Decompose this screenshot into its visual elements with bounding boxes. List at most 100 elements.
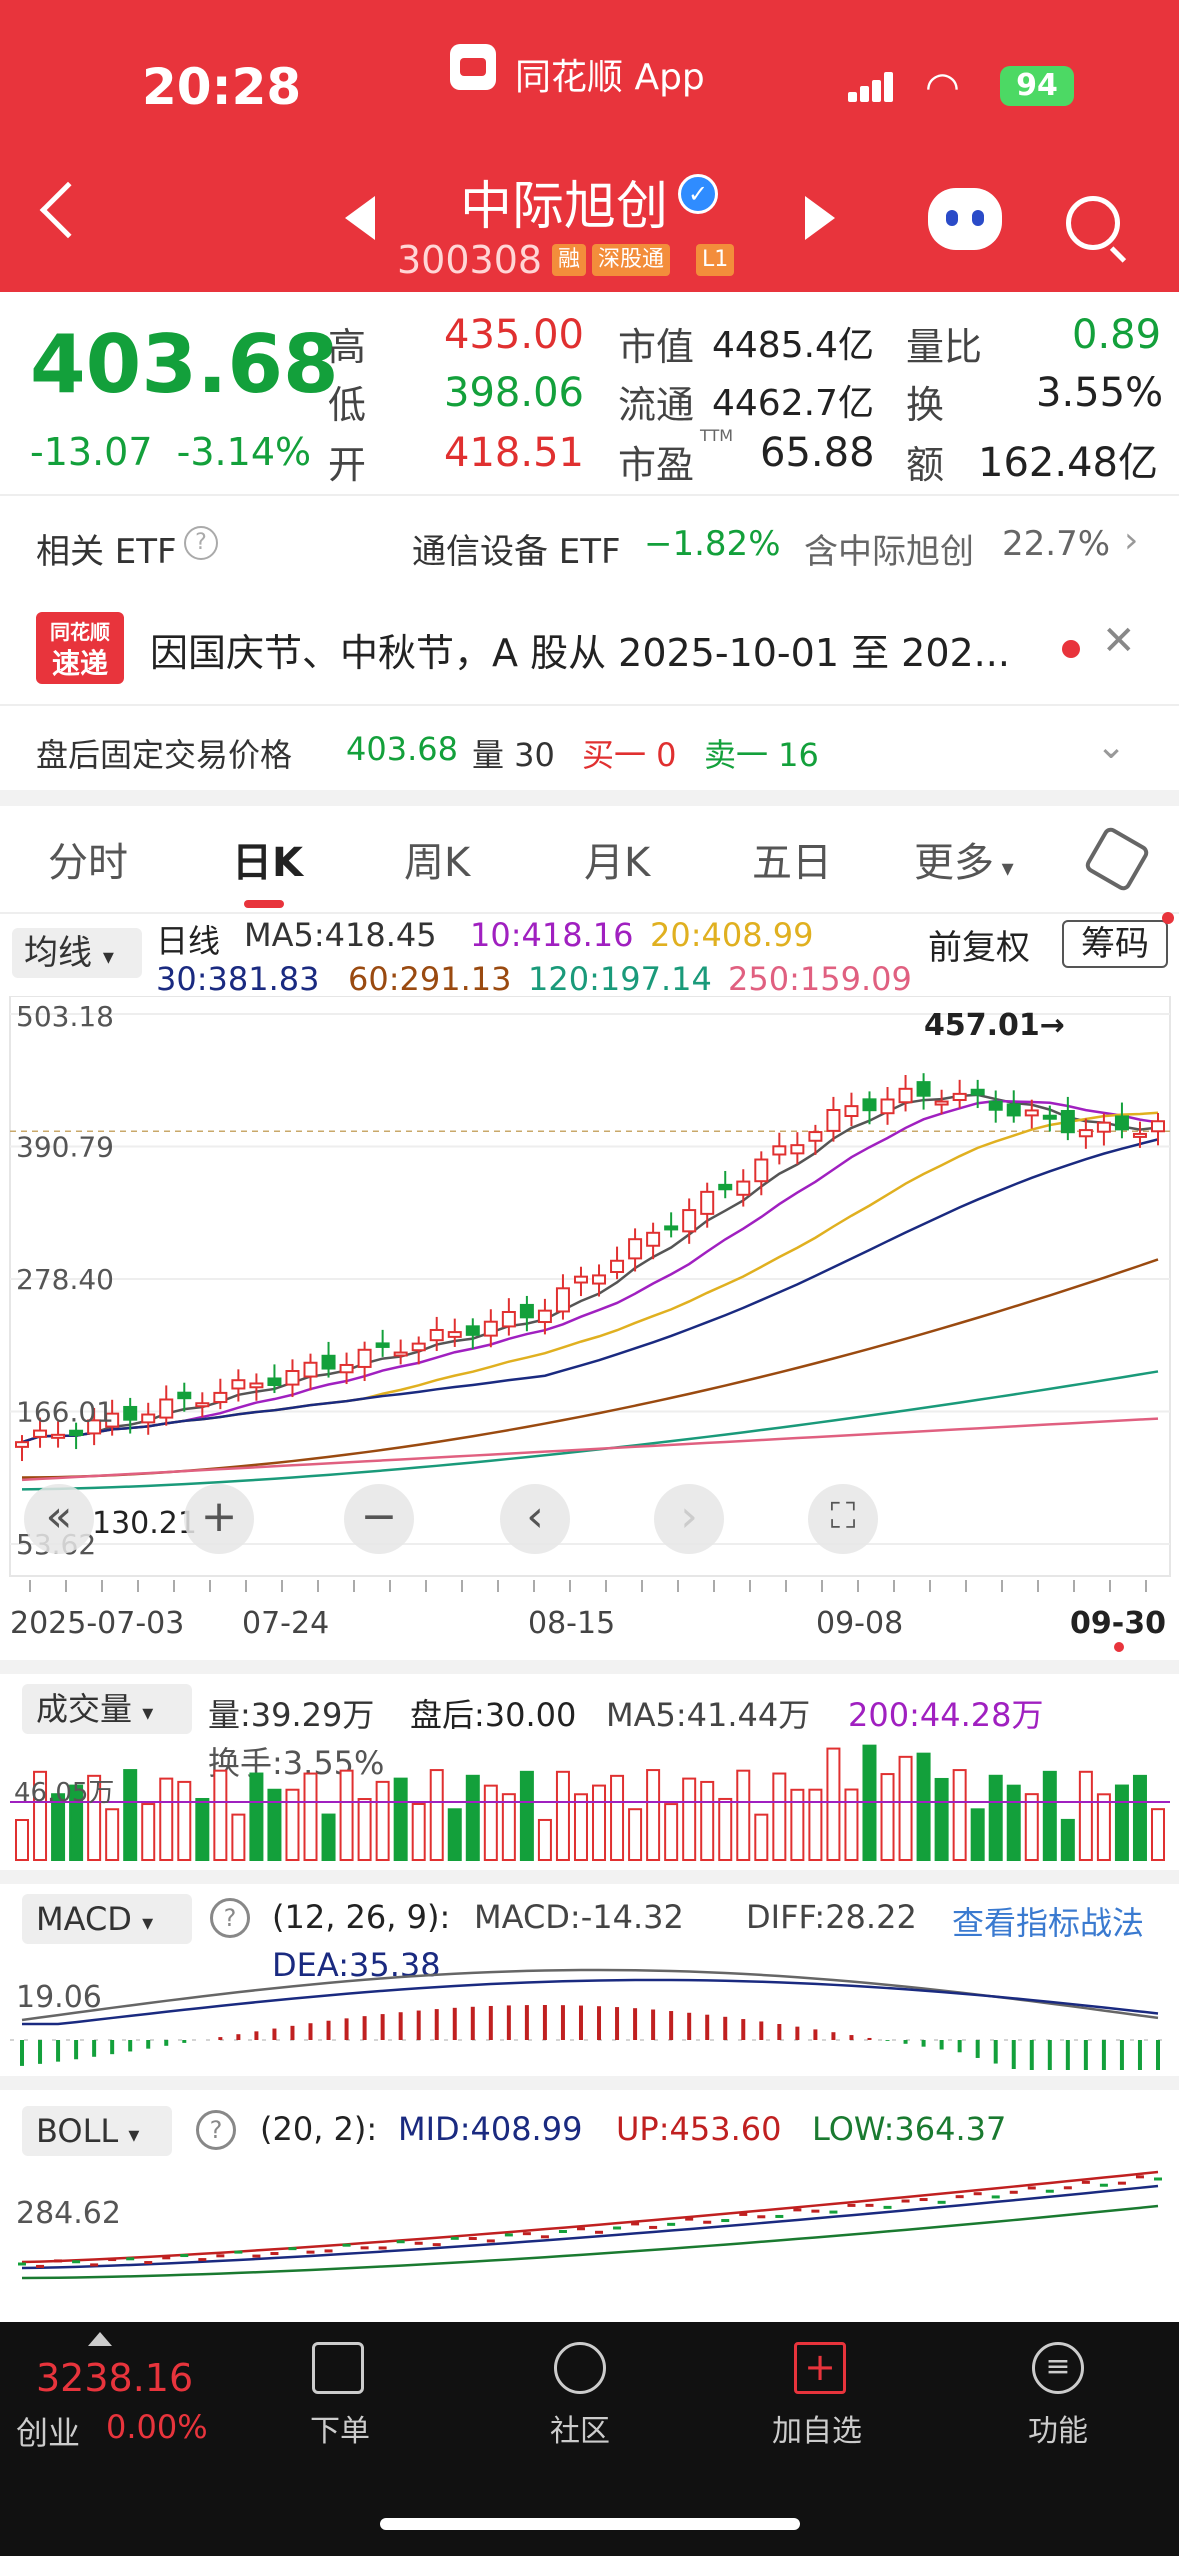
candle-body (519, 1303, 534, 1319)
volume-ma5: MA5:41.44万 (606, 1696, 811, 1734)
dea-line (22, 1978, 1159, 2026)
volume-bar (754, 1813, 769, 1862)
zoom-in-icon[interactable]: + (184, 1484, 254, 1554)
stock-code: 300308 (397, 238, 543, 282)
candle-body (1042, 1114, 1057, 1120)
zoom-out-icon[interactable]: − (344, 1484, 414, 1554)
fullscreen-icon[interactable]: ⛶ (808, 1484, 878, 1554)
help-icon[interactable]: ? (196, 2110, 236, 2150)
close-icon[interactable]: ✕ (1102, 618, 1136, 664)
x-tick-label: 07-24 (242, 1606, 330, 1641)
menu-label[interactable]: 功能 (1028, 2414, 1088, 2449)
volume-selector[interactable]: 成交量 ▾ (22, 1684, 192, 1734)
candle-body (231, 1379, 246, 1390)
candle-body (862, 1098, 877, 1112)
candle-body (934, 1100, 949, 1106)
macd-chart[interactable] (0, 1940, 1179, 2070)
candle-body (555, 1287, 570, 1313)
order-label[interactable]: 下单 (310, 2414, 370, 2449)
candle-body (483, 1320, 498, 1337)
ma-line (21, 1111, 1159, 1444)
expand-up-icon[interactable] (88, 2332, 112, 2346)
candle-body (808, 1131, 823, 1142)
etf-hold-label: 含中际旭创 (804, 532, 974, 572)
volume-bar (429, 1769, 444, 1861)
after-hours-row[interactable]: 盘后固定交易价格 403.68 量 30 买一 0 卖一 16 ⌄ (0, 710, 1179, 790)
volume-chart[interactable] (0, 1740, 1179, 1864)
new-dot-icon (1162, 912, 1174, 924)
community-label[interactable]: 社区 (550, 2414, 610, 2449)
boll-chart[interactable] (0, 2150, 1179, 2290)
index-value[interactable]: 3238.16 (36, 2356, 194, 2400)
macd-selector[interactable]: MACD ▾ (22, 1894, 192, 1944)
community-icon[interactable] (554, 2342, 606, 2394)
chip-button[interactable]: 筹码 (1062, 920, 1168, 968)
candle-body (447, 1331, 462, 1338)
collapse-left-icon[interactable]: « (24, 1484, 94, 1554)
next-stock-icon[interactable] (805, 196, 835, 240)
boll-selector[interactable]: BOLL ▾ (22, 2106, 172, 2156)
etf-row[interactable]: 相关 ETF ? 通信设备 ETF −1.82% 含中际旭创 22.7% › (0, 510, 1179, 590)
volume-bar (1006, 1784, 1021, 1861)
volume-bar (664, 1803, 679, 1861)
candle-body (682, 1209, 697, 1233)
price-adjust-toggle[interactable]: 前复权 (928, 928, 1030, 968)
back-icon[interactable] (39, 181, 97, 239)
ma-line (21, 1417, 1159, 1482)
caret-down-icon: ▾ (142, 1701, 154, 1726)
volume-bar (195, 1797, 210, 1861)
after-hours-volume: 量 30 (472, 736, 555, 774)
tab-more[interactable]: 更多 ▾ (914, 830, 1014, 888)
candle-body (249, 1382, 264, 1389)
tag-margin: 融 (552, 244, 587, 276)
candle-body (303, 1361, 318, 1378)
low-label: 低 (328, 383, 367, 427)
help-icon[interactable]: ? (210, 1898, 250, 1938)
prev-stock-icon[interactable] (345, 196, 375, 240)
tab-intraday[interactable]: 分时 (48, 840, 128, 886)
candle-body (195, 1402, 210, 1408)
index-name: 创业 (16, 2414, 81, 2452)
after-hours-volume-value: 盘后:30.00 (410, 1696, 577, 1734)
vr-label: 量比 (906, 325, 983, 369)
etf-label: 相关 ETF (36, 532, 177, 572)
tab-daily-k[interactable]: 日K (232, 840, 303, 886)
ma-selector[interactable]: 均线 ▾ (12, 928, 142, 978)
order-icon[interactable] (312, 2342, 364, 2394)
search-icon[interactable] (1066, 196, 1120, 250)
divider (0, 494, 1179, 496)
volume-bar (33, 1770, 48, 1861)
menu-icon[interactable]: ≡ (1032, 2342, 1084, 2394)
indicator-strategy-link[interactable]: 查看指标战法 (952, 1904, 1145, 1942)
volume-bar (411, 1803, 426, 1861)
signal-icon (848, 72, 893, 102)
status-time: 20:28 (142, 58, 302, 116)
settings-icon[interactable] (1082, 824, 1152, 894)
volume-bar (970, 1808, 985, 1862)
volume-bar (285, 1788, 300, 1861)
volume-bar (916, 1752, 931, 1861)
add-watchlist-label[interactable]: 加自选 (772, 2414, 862, 2449)
help-icon[interactable]: ? (184, 526, 218, 560)
high-marker: 457.01→ (924, 1008, 1065, 1043)
battery-icon: 94 (1000, 66, 1074, 106)
add-watchlist-icon[interactable]: + (794, 2342, 846, 2394)
tab-five-day[interactable]: 五日 (752, 840, 832, 886)
assistant-robot-icon[interactable] (928, 188, 1002, 250)
tab-weekly-k[interactable]: 周K (404, 840, 471, 886)
scroll-left-icon[interactable]: ‹ (500, 1484, 570, 1554)
news-text[interactable]: 因国庆节、中秋节，A 股从 2025-10-01 至 202... (150, 631, 1010, 675)
dea-value: DEA:35.38 (272, 1946, 441, 1984)
x-axis-ticks (29, 1580, 1147, 1592)
volume-bar (465, 1774, 480, 1861)
candle-body (357, 1348, 372, 1368)
scroll-right-icon[interactable]: › (654, 1484, 724, 1554)
tab-monthly-k[interactable]: 月K (584, 840, 651, 886)
volume-bar (1132, 1774, 1147, 1861)
chevron-down-icon[interactable]: ⌄ (1096, 726, 1127, 767)
k-y-tick: 390.79 (16, 1131, 114, 1164)
ma60-value: 60:291.13 (348, 960, 512, 998)
candle-body (177, 1391, 192, 1400)
volume-bar (646, 1769, 661, 1861)
